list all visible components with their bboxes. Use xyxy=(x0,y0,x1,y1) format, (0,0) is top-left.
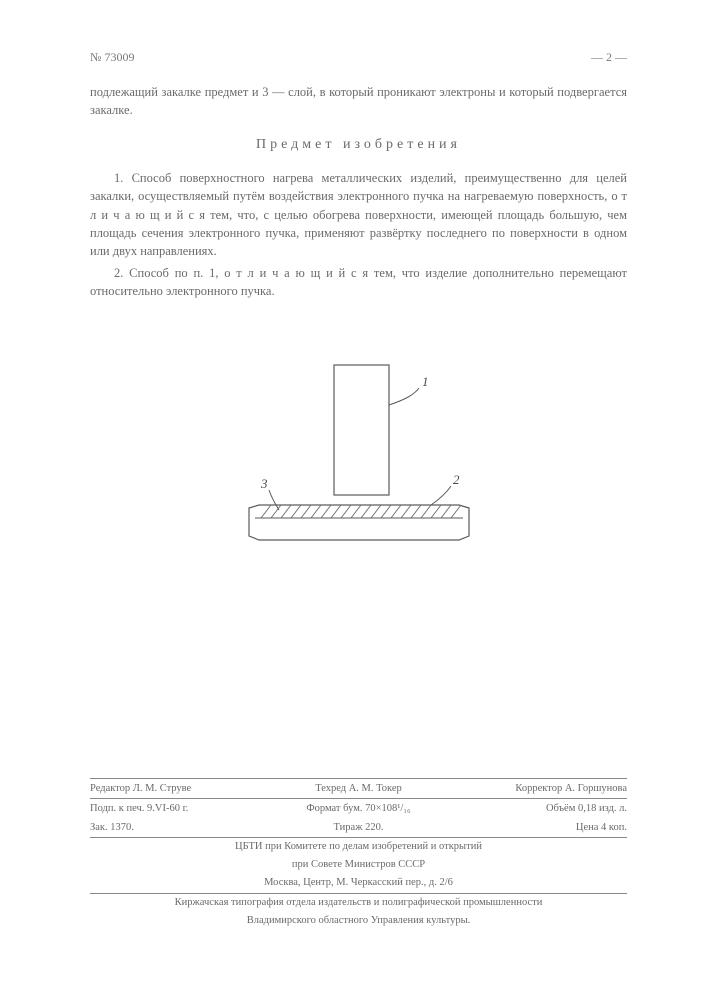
colophon-line-4: Киржачская типография отдела издательств… xyxy=(90,894,627,912)
volume: Объём 0,18 изд. л. xyxy=(448,802,627,816)
colophon-row-2: Подп. к печ. 9.VI-60 г. Формат бум. 70×1… xyxy=(90,798,627,818)
colophon-line-1: ЦБТИ при Комитете по делам изобретений и… xyxy=(90,838,627,856)
page-header: № 73009 — 2 — xyxy=(90,50,627,65)
lead-2 xyxy=(431,486,451,505)
colophon-row-1: Редактор Л. М. Струве Техред А. М. Токер… xyxy=(90,778,627,798)
section-title: Предмет изобретения xyxy=(90,137,627,153)
print-run: Тираж 220. xyxy=(269,821,448,835)
colophon-row-3: Зак. 1370. Тираж 220. Цена 4 коп. xyxy=(90,818,627,838)
label-1: 1 xyxy=(422,374,429,389)
beam-rect xyxy=(334,365,389,495)
paper-format: Формат бум. 70×108¹/₁₆ xyxy=(269,802,448,816)
corrector: Корректор А. Горшунова xyxy=(448,782,627,796)
print-date: Подп. к печ. 9.VI-60 г. xyxy=(90,802,269,816)
colophon-line-2: при Совете Министров СССР xyxy=(90,856,627,874)
lead-3 xyxy=(269,490,279,510)
page-marker: — 2 — xyxy=(591,50,627,65)
claim-2: 2. Способ по п. 1, о т л и ч а ю щ и й с… xyxy=(90,264,627,300)
order-no: Зак. 1370. xyxy=(90,821,269,835)
figure-diagram: 1 xyxy=(219,360,499,560)
figure-container: 1 xyxy=(90,360,627,560)
techred: Техред А. М. Токер xyxy=(269,782,448,796)
lead-1 xyxy=(389,388,419,405)
price: Цена 4 коп. xyxy=(448,821,627,835)
editor: Редактор Л. М. Струве xyxy=(90,782,269,796)
doc-number: № 73009 xyxy=(90,50,134,65)
slab xyxy=(249,505,469,540)
intro-text: подлежащий закалке предмет и 3 — слой, в… xyxy=(90,83,627,119)
page: № 73009 — 2 — подлежащий закалке предмет… xyxy=(0,0,707,1000)
colophon-line-3: Москва, Центр, М. Черкасский пер., д. 2/… xyxy=(90,874,627,893)
colophon: Редактор Л. М. Струве Техред А. М. Токер… xyxy=(90,778,627,930)
claim-1: 1. Способ поверхностного нагрева металли… xyxy=(90,169,627,260)
colophon-line-5: Владимирского областного Управления куль… xyxy=(90,912,627,930)
label-2: 2 xyxy=(453,472,460,487)
label-3: 3 xyxy=(260,476,268,491)
hatch xyxy=(261,505,461,518)
